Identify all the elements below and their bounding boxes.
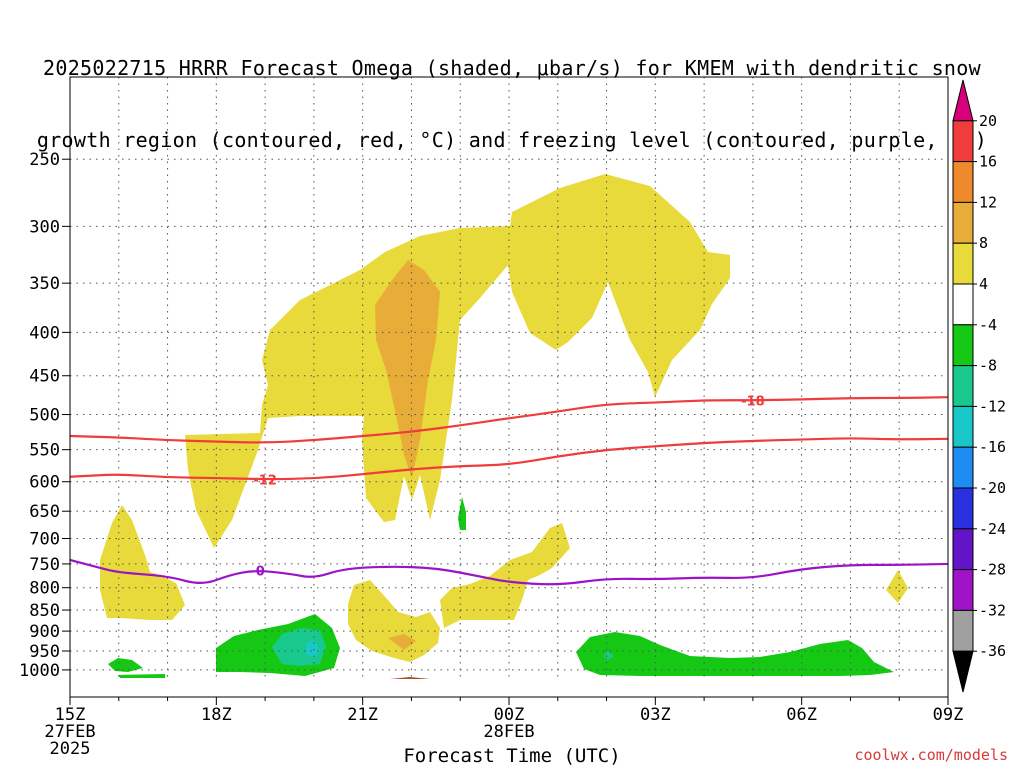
contour-labels: -12 -18 0 (253, 394, 765, 580)
colorbar-segment (952, 487, 974, 530)
colorbar-label: -36 (979, 642, 1006, 660)
x-axis-label: Forecast Time (UTC) (403, 745, 621, 767)
y-tick-label: 950 (29, 642, 60, 662)
omega-region (375, 260, 440, 478)
colorbar-segment (952, 365, 974, 407)
colorbar-label: 4 (979, 275, 988, 293)
x-tick-label: 03Z (640, 705, 671, 725)
colorbar-label: -8 (979, 357, 997, 375)
colorbar-label: -16 (979, 438, 1006, 456)
omega-region (306, 640, 320, 658)
contour-label: -12 (253, 473, 277, 488)
colorbar-label: -32 (979, 601, 1006, 619)
y-tick-label: 650 (29, 502, 60, 522)
omega-region (576, 632, 894, 676)
omega-region (348, 580, 440, 662)
title-line-2: growth region (contoured, red, °C) and f… (36, 128, 988, 152)
colorbar-label: -20 (979, 479, 1006, 497)
colorbar-segment (952, 405, 974, 448)
contour-line (70, 558, 948, 586)
omega-shading (70, 174, 948, 679)
colorbar-segment (952, 283, 974, 326)
x-tick-label: 21Z (347, 705, 378, 725)
colorbar-label: 16 (979, 153, 997, 171)
colorbar-segment (952, 609, 974, 652)
colorbar-label: -4 (979, 316, 997, 334)
y-tick-label: 550 (29, 441, 60, 461)
contour-line (70, 437, 948, 481)
colorbar-segment (952, 120, 974, 163)
x-tick-year-label: 2025 (50, 739, 91, 759)
colorbar-segment (952, 446, 974, 489)
omega-region (603, 651, 614, 660)
contour-lines (70, 396, 948, 586)
x-tick-label: 18Z (201, 705, 232, 725)
colorbar-label: 20 (979, 112, 997, 130)
omega-region (108, 658, 143, 672)
x-tick-label: 15Z (55, 705, 86, 725)
x-tick-label: 00Z (494, 705, 525, 725)
x-tick-date-label: 27FEB (44, 722, 95, 742)
y-tick-label: 350 (29, 274, 60, 294)
colorbar-label: -28 (979, 561, 1006, 579)
colorbar-label: -24 (979, 520, 1006, 538)
colorbar-segment (952, 650, 974, 693)
y-tick-label: 900 (29, 622, 60, 642)
y-tick-label: 750 (29, 555, 60, 575)
colorbar-label: 8 (979, 234, 988, 252)
colorbar-segment (952, 79, 974, 122)
contour-label: -18 (741, 394, 765, 409)
y-axis: 2503003504004505005506006507007508008509… (19, 150, 70, 681)
y-tick-label: 700 (29, 530, 60, 550)
colorbar: 20 16 12 8 4 -4 -8 -12 -16 -20 -24 -28 -32 -36 (952, 79, 1006, 693)
omega-region (458, 497, 466, 530)
y-tick-label: 1000 (19, 661, 60, 681)
y-tick-label: 850 (29, 601, 60, 621)
colorbar-segment (952, 242, 974, 285)
y-tick-label: 800 (29, 579, 60, 599)
x-tick-date-label: 28FEB (483, 722, 534, 742)
contour-label: 0 (256, 565, 265, 580)
x-tick-label: 09Z (933, 705, 964, 725)
omega-region (886, 570, 908, 603)
colorbar-segment (952, 569, 974, 611)
colorbar-segment (952, 201, 974, 244)
terrain-ground (70, 677, 948, 679)
omega-region (100, 505, 185, 620)
y-tick-label: 600 (29, 473, 60, 493)
y-tick-label: 450 (29, 367, 60, 387)
x-tick-label: 06Z (786, 705, 817, 725)
chart-title: 2025022715 HRRR Forecast Omega (shaded, … (0, 8, 1024, 176)
y-tick-label: 400 (29, 323, 60, 343)
y-tick-label: 500 (29, 406, 60, 426)
omega-region (118, 674, 165, 678)
omega-region (185, 174, 730, 548)
colorbar-segment (952, 161, 974, 203)
y-tick-label: 300 (29, 217, 60, 237)
omega-region (440, 523, 570, 628)
colorbar-label: -12 (979, 397, 1006, 415)
title-line-1: 2025022715 HRRR Forecast Omega (shaded, … (43, 56, 981, 80)
y-tick-label: 250 (29, 150, 60, 170)
colorbar-label: 12 (979, 193, 997, 211)
colorbar-segment (952, 324, 974, 367)
site-credit[interactable]: coolwx.com/models (854, 746, 1008, 764)
contour-line (70, 396, 948, 444)
omega-region (388, 634, 416, 650)
colorbar-segment (952, 528, 974, 571)
